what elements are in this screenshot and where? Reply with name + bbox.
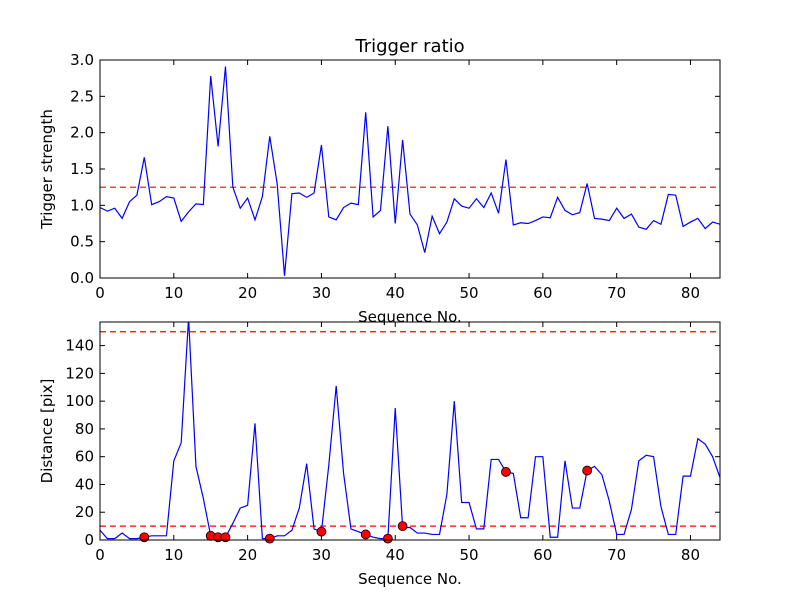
x-tick-label: 20 bbox=[238, 546, 257, 564]
data-point-marker bbox=[501, 467, 511, 477]
trigger-ratio-chart: 0 10 20 30 40 50 60 70 80 0.0 0.5 1.0 1.5 2.0 2.5 3.0 T… bbox=[38, 36, 721, 326]
data-point-marker bbox=[397, 521, 408, 532]
data-point-marker bbox=[582, 465, 593, 476]
chart-title: Trigger ratio bbox=[354, 36, 464, 57]
series-line bbox=[100, 322, 720, 540]
x-tick-label: 20 bbox=[238, 284, 257, 302]
x-tick-label: 50 bbox=[460, 284, 479, 302]
y-tick-label: 2.0 bbox=[70, 124, 94, 142]
y-axis-label: Distance [pix] bbox=[38, 379, 56, 484]
x-tick-label: 30 bbox=[312, 284, 331, 302]
y-tick-label: 1.5 bbox=[70, 160, 94, 178]
distance-chart: 0 10 20 30 40 50 60 70 80 0 20 40 60 80 100 120 140 Sequ… bbox=[38, 321, 721, 588]
x-tick-label: 50 bbox=[460, 546, 479, 564]
x-tick-label: 0 bbox=[95, 284, 105, 302]
x-tick-label: 60 bbox=[533, 546, 552, 564]
data-point-marker bbox=[139, 532, 150, 543]
y-tick-label: 40 bbox=[75, 475, 94, 493]
y-axis-label: Trigger strength bbox=[38, 109, 56, 230]
x-tick-label: 0 bbox=[95, 546, 105, 564]
plot-area-frame bbox=[99, 321, 721, 541]
data-point-marker bbox=[264, 533, 275, 544]
data-point-marker bbox=[360, 529, 371, 540]
x-tick-label: 80 bbox=[681, 546, 700, 564]
y-tick-label: 0.5 bbox=[70, 233, 94, 251]
data-point-marker bbox=[382, 533, 393, 544]
x-tick-label: 80 bbox=[681, 284, 700, 302]
x-tick-label: 40 bbox=[386, 284, 405, 302]
y-tick-label: 0.0 bbox=[70, 269, 94, 287]
series-line bbox=[100, 66, 720, 276]
data-point-marker bbox=[316, 526, 327, 537]
y-tick-label: 2.5 bbox=[70, 87, 94, 105]
y-tick-label: 140 bbox=[65, 337, 94, 355]
y-tick-label: 3.0 bbox=[70, 51, 94, 69]
y-tick-label: 120 bbox=[65, 364, 94, 382]
y-tick-label: 0 bbox=[84, 531, 94, 549]
x-axis-label: Sequence No. bbox=[358, 308, 462, 326]
y-tick-label: 20 bbox=[75, 503, 94, 521]
x-tick-label: 60 bbox=[533, 284, 552, 302]
y-tick-label: 80 bbox=[75, 420, 94, 438]
x-tick-label: 70 bbox=[607, 546, 626, 564]
x-tick-label: 10 bbox=[164, 546, 183, 564]
x-tick-label: 30 bbox=[312, 546, 331, 564]
x-tick-label: 70 bbox=[607, 284, 626, 302]
y-tick-label: 1.0 bbox=[70, 196, 94, 214]
y-tick-label: 100 bbox=[65, 392, 94, 410]
data-point-marker bbox=[220, 532, 231, 543]
x-axis-label: Sequence No. bbox=[358, 570, 462, 588]
y-tick-label: 60 bbox=[75, 448, 94, 466]
x-tick-label: 10 bbox=[164, 284, 183, 302]
x-tick-label: 40 bbox=[386, 546, 405, 564]
